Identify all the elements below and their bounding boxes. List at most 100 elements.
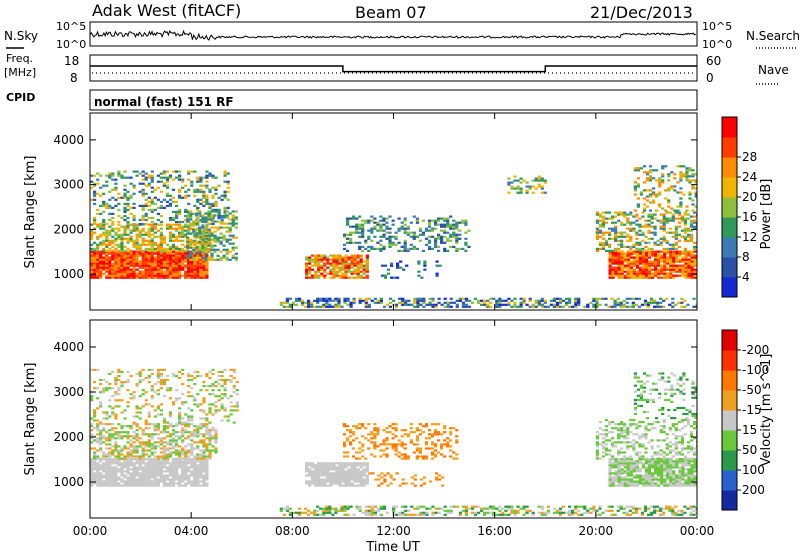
heat-cell <box>346 439 350 442</box>
heat-cell <box>141 204 145 207</box>
heat-cell <box>356 256 360 259</box>
heat-cell <box>531 185 535 188</box>
heat-cell <box>150 435 154 438</box>
heat-cell <box>162 441 166 444</box>
heat-cell <box>464 241 468 244</box>
heat-cell <box>373 455 377 458</box>
heat-cell <box>669 254 673 257</box>
heat-cell <box>222 236 226 239</box>
heat-cell <box>193 254 197 257</box>
heat-cell <box>208 421 212 424</box>
heat-cell <box>671 243 675 246</box>
heat-cell <box>342 433 347 436</box>
heat-cell <box>434 243 438 246</box>
heat-cell <box>317 256 321 259</box>
heat-cell <box>162 383 166 386</box>
heat-cell <box>205 425 209 428</box>
heat-cell <box>114 462 118 465</box>
heat-cell <box>307 305 311 308</box>
heat-cell <box>181 466 185 469</box>
heat-cell <box>138 252 142 255</box>
heat-cell <box>620 264 624 267</box>
heat-cell <box>202 184 206 187</box>
heat-cell <box>653 225 657 228</box>
heat-cell <box>138 260 142 263</box>
heat-cell <box>232 409 236 412</box>
heat-cell <box>141 389 145 392</box>
heat-cell <box>305 474 309 477</box>
heat-cell <box>687 262 691 265</box>
heat-cell <box>675 258 679 261</box>
heat-cell <box>178 249 182 252</box>
heat-cell <box>123 445 127 448</box>
heat-cell <box>168 262 173 265</box>
heat-cell <box>178 421 182 424</box>
heat-cell <box>129 229 133 232</box>
heat-cell <box>141 460 145 463</box>
heat-cell <box>205 389 209 392</box>
heat-cell <box>635 237 639 240</box>
heat-cell <box>196 216 200 220</box>
heat-cell <box>669 274 673 277</box>
heat-cell <box>111 264 115 267</box>
heat-cell <box>141 229 145 232</box>
heat-cell <box>638 241 642 244</box>
heat-cell <box>135 247 139 250</box>
heat-cell <box>211 427 215 430</box>
heat-cell <box>190 170 194 173</box>
heat-cell <box>171 374 176 378</box>
heat-cell <box>652 169 656 172</box>
heat-cell <box>216 238 220 241</box>
heat-cell <box>323 466 327 469</box>
heat-cell <box>636 205 640 208</box>
heat-cell <box>141 378 145 382</box>
heat-cell <box>205 464 209 467</box>
heat-cell <box>320 462 324 465</box>
heat-cell <box>114 466 118 469</box>
heat-cell <box>108 482 112 485</box>
heat-cell <box>165 478 170 481</box>
heat-cell <box>356 272 360 275</box>
heat-cell <box>105 174 109 177</box>
heat-cell <box>558 299 563 302</box>
heat-cell <box>449 215 453 218</box>
heat-cell <box>641 256 646 259</box>
heat-cell <box>418 433 422 436</box>
heat-cell <box>153 231 157 234</box>
heat-cell <box>528 185 532 188</box>
heat-cell <box>111 212 115 215</box>
heat-cell <box>129 468 133 471</box>
heat-cell <box>617 235 621 238</box>
heat-cell <box>231 248 235 251</box>
heat-cell <box>93 268 97 271</box>
heat-cell <box>150 254 154 257</box>
heat-cell <box>677 245 681 248</box>
heat-cell <box>662 225 666 228</box>
heat-cell <box>619 305 623 308</box>
heat-cell <box>99 243 103 246</box>
heat-cell <box>540 179 544 182</box>
heat-cell <box>126 204 130 207</box>
heat-cell <box>684 270 688 273</box>
heat-cell <box>651 262 655 265</box>
heat-cell <box>90 478 94 481</box>
heat-cell <box>178 455 182 458</box>
heat-cell <box>229 405 233 408</box>
heat-cell <box>159 227 163 230</box>
heat-cell <box>105 180 109 183</box>
heat-cell <box>685 175 689 178</box>
heat-cell <box>141 405 145 408</box>
heat-cell <box>362 260 366 263</box>
heat-cell <box>187 468 191 471</box>
heat-cell <box>685 169 689 172</box>
heat-cell <box>322 297 326 300</box>
heat-cell <box>415 439 419 442</box>
heat-cell <box>672 256 676 259</box>
heat-cell <box>693 260 697 263</box>
heat-cell <box>623 245 627 248</box>
heat-cell <box>117 453 121 456</box>
heat-cell <box>126 470 130 473</box>
heat-cell <box>159 455 163 458</box>
heat-cell <box>187 451 191 454</box>
heat-cell <box>370 433 374 436</box>
